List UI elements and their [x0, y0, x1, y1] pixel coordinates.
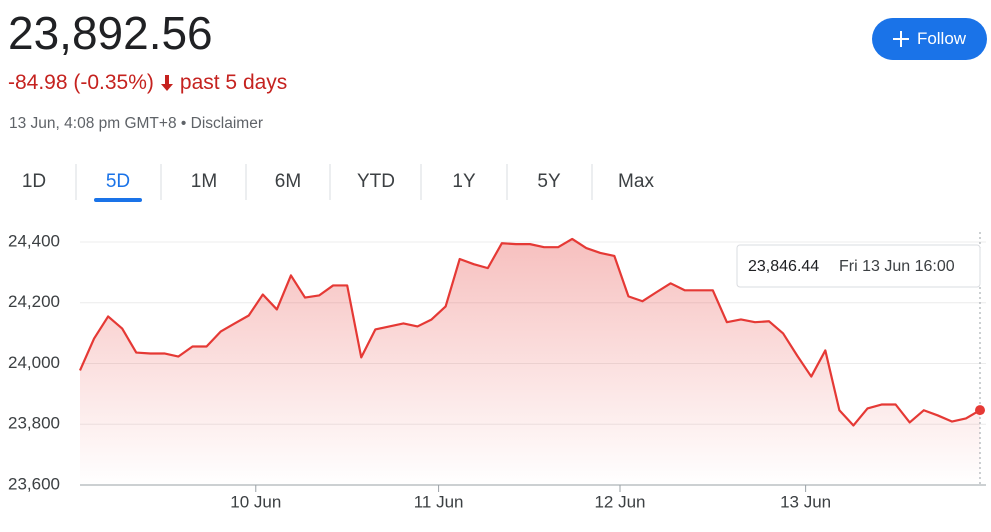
- change-row: -84.98 (-0.35%) past 5 days: [8, 71, 287, 95]
- x-tick-label: 13 Jun: [780, 492, 831, 511]
- tab[interactable]: YTD: [357, 171, 395, 192]
- tab[interactable]: 1M: [191, 171, 217, 192]
- timestamp-row: 13 Jun, 4:08 pm GMT+8 • Disclaimer: [9, 115, 263, 133]
- price: 23,892.56: [8, 7, 213, 59]
- tooltip-box: [736, 244, 981, 288]
- disclaimer[interactable]: Disclaimer: [190, 115, 263, 132]
- change: -84.98 (-0.35%): [8, 71, 154, 94]
- x-tick-label: 10 Jun: [230, 492, 281, 511]
- tooltip-value: 23,846.44: [748, 258, 819, 275]
- y-tick-label: 24,200: [8, 292, 60, 311]
- tab[interactable]: 1Y: [452, 171, 476, 192]
- y-tick-label: 23,600: [8, 474, 60, 493]
- follow-button[interactable]: Follow: [872, 18, 987, 60]
- tab[interactable]: 5D: [106, 171, 130, 192]
- tab[interactable]: 6M: [275, 171, 301, 192]
- x-tick-label: 11 Jun: [414, 492, 464, 511]
- down-arrow: [160, 75, 173, 91]
- line: [78, 237, 981, 427]
- tooltip-time: Fri 13 Jun 16:00: [839, 258, 955, 275]
- y-tick-label: 24,000: [8, 353, 60, 372]
- y-tick-label: 23,800: [8, 414, 60, 433]
- x-tick-label: 12 Jun: [594, 492, 645, 511]
- separator: •: [180, 115, 187, 132]
- tab-indicator: [94, 198, 142, 202]
- follow-label: Follow: [916, 29, 967, 48]
- y-tick-label: 24,400: [8, 231, 60, 250]
- tab[interactable]: 5Y: [537, 171, 561, 192]
- timestamp: 13 Jun, 4:08 pm GMT+8: [9, 115, 177, 132]
- tab[interactable]: Max: [618, 171, 654, 192]
- tab[interactable]: 1D: [22, 171, 46, 192]
- area: [80, 238, 980, 485]
- plus-icon: [892, 31, 909, 47]
- period: past 5 days: [179, 71, 288, 94]
- end-point: [975, 405, 985, 416]
